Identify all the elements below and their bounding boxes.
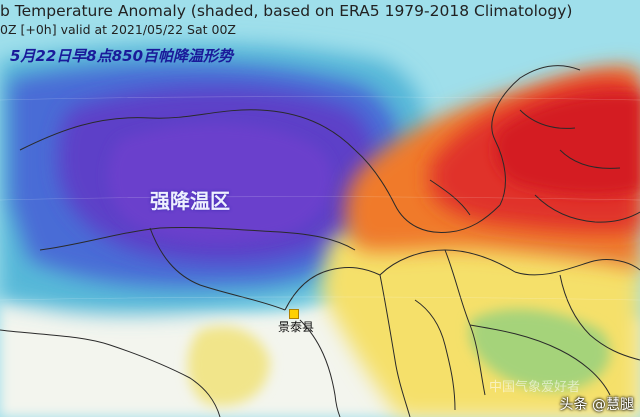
- annotation-text: 5月22日早8点850百帕降温形势: [10, 47, 234, 65]
- city-label: 景泰县: [278, 320, 315, 334]
- slight-warm-patch: [187, 326, 270, 406]
- watermark-faint: 中国气象爱好者: [488, 380, 580, 395]
- cooling-region-label: 强降温区: [150, 189, 230, 213]
- green-patch: [470, 309, 610, 391]
- map-title: b Temperature Anomaly (shaded, based on …: [0, 2, 573, 20]
- valid-time-line: 0Z [+0h] valid at 2021/05/22 Sat 00Z: [0, 22, 236, 37]
- boundary-lines: [0, 65, 640, 417]
- city-marker-icon: [289, 309, 299, 319]
- grid-lines: [0, 96, 640, 301]
- watermark-account: 头条 @慧腿: [559, 397, 634, 413]
- strongest-cold-core: [108, 123, 333, 243]
